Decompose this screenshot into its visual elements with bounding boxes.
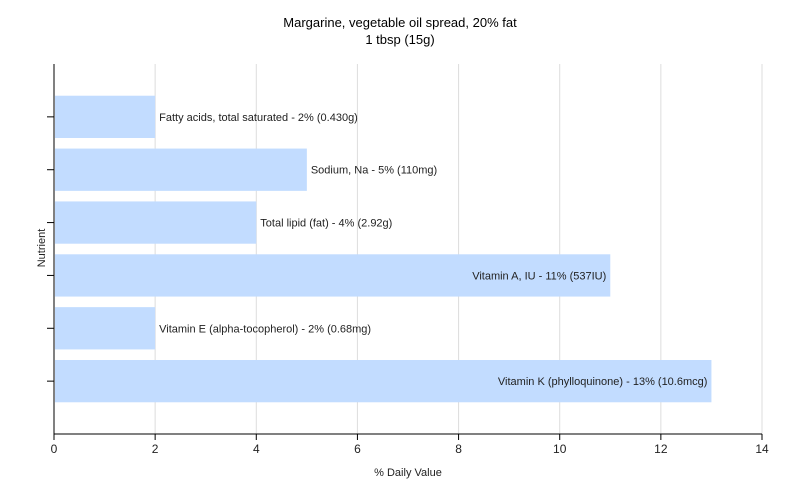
bar-4: [55, 307, 156, 350]
x-tick-label-4: 8: [455, 442, 462, 456]
grid-layer: [154, 64, 763, 434]
bar-1: [55, 148, 307, 191]
chart-subtitle: 1 tbsp (15g): [365, 32, 434, 47]
y-axis-label: Nutrient: [36, 229, 48, 268]
x-tick-label-5: 10: [553, 442, 567, 456]
chart-title: Margarine, vegetable oil spread, 20% fat: [283, 15, 517, 30]
bar-0: [55, 95, 156, 138]
x-tick-label-0: 0: [51, 442, 58, 456]
bar-5: [55, 360, 712, 403]
bar-layer: Fatty acids, total saturated - 2% (0.430…: [55, 95, 712, 403]
bar-3: [55, 254, 611, 297]
bar-label-5: Vitamin K (phylloquinone) - 13% (10.6mcg…: [498, 376, 708, 388]
bar-2: [55, 201, 257, 244]
bar-label-1: Sodium, Na - 5% (110mg): [311, 165, 437, 177]
bar-label-3: Vitamin A, IU - 11% (537IU): [472, 270, 606, 282]
bar-label-2: Total lipid (fat) - 4% (2.92g): [260, 218, 392, 230]
x-tick-label-3: 6: [354, 442, 361, 456]
x-tick-label-1: 2: [152, 442, 159, 456]
bar-label-0: Fatty acids, total saturated - 2% (0.430…: [159, 112, 358, 124]
x-axis-label: % Daily Value: [374, 467, 442, 479]
axis-layer: 0 2 4 6 8 10 12 14: [47, 64, 769, 456]
x-tick-label-2: 4: [253, 442, 260, 456]
x-tick-label-7: 14: [755, 442, 769, 456]
bar-label-4: Vitamin E (alpha-tocopherol) - 2% (0.68m…: [159, 323, 371, 335]
x-tick-label-6: 12: [654, 442, 668, 456]
